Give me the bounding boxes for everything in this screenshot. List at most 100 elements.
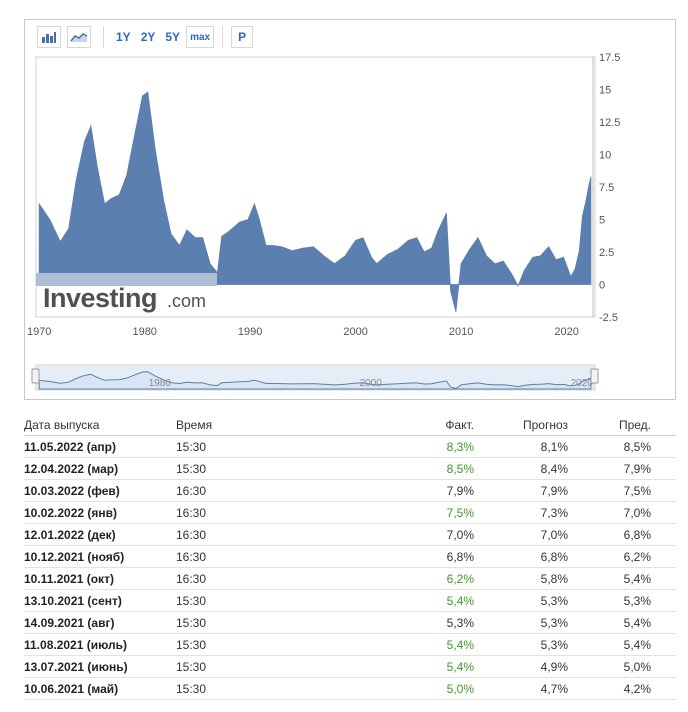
row-previous: 7,0% <box>623 505 651 520</box>
toolbar-divider <box>222 26 224 48</box>
row-previous: 6,8% <box>623 527 651 542</box>
table-row: 11.05.2022 (апр) 15:30 8,3% 8,1% 8,5% <box>24 436 676 458</box>
row-actual: 7,5% <box>446 505 474 520</box>
row-date: 10.02.2022 (янв) <box>24 505 118 520</box>
row-actual: 5,4% <box>446 593 474 608</box>
row-forecast: 5,3% <box>540 637 568 652</box>
row-time: 15:30 <box>176 593 207 608</box>
y-tick-label: 0 <box>599 280 605 292</box>
row-forecast: 8,4% <box>540 461 568 476</box>
table-row: 12.01.2022 (дек) 16:30 7,0% 7,0% 6,8% <box>24 524 676 546</box>
chart-container: 1Y 2Y 5Y max P 17.5 15 12.5 10 7.5 5 2.5 0 -2.5 … <box>24 19 676 400</box>
table-row: 10.11.2021 (окт) 16:30 6,2% 5,8% 5,4% <box>24 568 676 590</box>
y-tick-label: 10 <box>599 150 611 162</box>
x-tick-label: 2010 <box>449 326 473 338</box>
area-chart-icon[interactable] <box>67 26 91 48</box>
y-tick-label: 12.5 <box>599 117 620 129</box>
header-actual: Факт. <box>445 417 474 432</box>
row-actual: 5,4% <box>446 659 474 674</box>
table-row: 11.08.2021 (июль) 15:30 5,4% 5,3% 5,4% <box>24 634 676 656</box>
releases-table: Дата выпуска Время Факт. Прогноз Пред. 1… <box>24 414 676 700</box>
y-tick-label: 17.5 <box>599 52 620 64</box>
row-date: 10.06.2021 (май) <box>24 681 119 696</box>
row-previous: 5,4% <box>623 571 651 586</box>
row-time: 15:30 <box>176 439 207 454</box>
y-tick-label: 15 <box>599 85 611 97</box>
y-tick-label: 7.5 <box>599 182 614 194</box>
navigator-label: 2020 <box>571 378 594 389</box>
navigator-label: 1980 <box>149 378 172 389</box>
row-time: 16:30 <box>176 549 207 564</box>
range-2y-button[interactable]: 2Y <box>136 26 160 48</box>
chart-toolbar: 1Y 2Y 5Y max P <box>37 24 259 50</box>
table-row: 10.12.2021 (нояб) 16:30 6,8% 6,8% 6,2% <box>24 546 676 568</box>
row-date: 13.07.2021 (июнь) <box>24 659 128 674</box>
row-previous: 5,0% <box>623 659 651 674</box>
row-actual: 8,5% <box>446 461 474 476</box>
table-row: 14.09.2021 (авг) 15:30 5,3% 5,3% 5,4% <box>24 612 676 634</box>
inflation-chart: 17.5 15 12.5 10 7.5 5 2.5 0 -2.5 1970 1980 1990 200… <box>27 52 620 391</box>
navigator-label: 2000 <box>360 378 383 389</box>
table-header: Дата выпуска Время Факт. Прогноз Пред. <box>24 414 676 436</box>
row-actual: 6,8% <box>446 549 474 564</box>
table-row: 10.06.2021 (май) 15:30 5,0% 4,7% 4,2% <box>24 678 676 700</box>
row-previous: 6,2% <box>623 549 651 564</box>
row-previous: 5,4% <box>623 637 651 652</box>
y-tick-label: -2.5 <box>599 312 618 324</box>
row-forecast: 7,9% <box>540 483 568 498</box>
row-actual: 5,0% <box>446 681 474 696</box>
row-previous: 8,5% <box>623 439 651 454</box>
y-tick-label: 2.5 <box>599 247 614 259</box>
row-date: 10.03.2022 (фев) <box>24 483 120 498</box>
row-date: 14.09.2021 (авг) <box>24 615 115 630</box>
row-previous: 7,5% <box>623 483 651 498</box>
y-tick-label: 5 <box>599 215 605 227</box>
row-previous: 5,3% <box>623 593 651 608</box>
investing-logo: Investing .com <box>43 283 206 313</box>
row-time: 15:30 <box>176 659 207 674</box>
range-1y-button[interactable]: 1Y <box>112 26 135 48</box>
row-actual: 7,0% <box>446 527 474 542</box>
range-max-button[interactable]: max <box>186 26 215 48</box>
row-time: 15:30 <box>176 637 207 652</box>
p-button[interactable]: P <box>231 26 254 48</box>
row-time: 16:30 <box>176 483 207 498</box>
header-previous: Пред. <box>618 417 651 432</box>
table-body: 11.05.2022 (апр) 15:30 8,3% 8,1% 8,5% 12.04.2… <box>24 436 676 700</box>
row-forecast: 7,0% <box>540 527 568 542</box>
navigator-left-handle[interactable] <box>31 368 40 384</box>
row-date: 12.01.2022 (дек) <box>24 527 116 542</box>
x-tick-label: 1990 <box>238 326 262 338</box>
table-row: 12.04.2022 (мар) 15:30 8,5% 8,4% 7,9% <box>24 458 676 480</box>
range-5y-button[interactable]: 5Y <box>161 26 185 48</box>
row-time: 15:30 <box>176 461 207 476</box>
row-time: 15:30 <box>176 615 207 630</box>
table-row: 10.03.2022 (фев) 16:30 7,9% 7,9% 7,5% <box>24 480 676 502</box>
row-actual: 8,3% <box>446 439 474 454</box>
header-date: Дата выпуска <box>24 417 100 432</box>
row-actual: 5,3% <box>446 615 474 630</box>
row-forecast: 4,7% <box>540 681 568 696</box>
watermark-band <box>36 273 217 286</box>
plot-area <box>35 56 596 318</box>
navigator[interactable]: 1980 2000 2020 <box>31 364 599 391</box>
row-time: 16:30 <box>176 527 207 542</box>
x-tick-label: 2000 <box>343 326 367 338</box>
row-actual: 7,9% <box>446 483 474 498</box>
row-actual: 6,2% <box>446 571 474 586</box>
row-date: 11.05.2022 (апр) <box>24 439 116 454</box>
watermark-suffix: .com <box>167 291 206 311</box>
row-previous: 4,2% <box>623 681 651 696</box>
navigator-right-handle[interactable] <box>590 368 599 384</box>
row-actual: 5,4% <box>446 637 474 652</box>
row-date: 12.04.2022 (мар) <box>24 461 119 476</box>
table-row: 10.02.2022 (янв) 16:30 7,5% 7,3% 7,0% <box>24 502 676 524</box>
x-tick-label: 1970 <box>27 326 51 338</box>
row-forecast: 7,3% <box>540 505 568 520</box>
row-date: 10.11.2021 (окт) <box>24 571 114 586</box>
row-previous: 5,4% <box>623 615 651 630</box>
watermark-brand: Investing <box>43 283 157 313</box>
bar-chart-icon[interactable] <box>37 26 61 48</box>
row-forecast: 4,9% <box>540 659 568 674</box>
header-time: Время <box>176 417 213 432</box>
